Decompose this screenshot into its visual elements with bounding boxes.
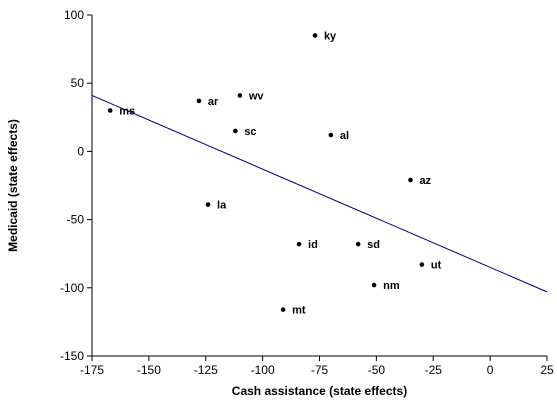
point-label-nm: nm <box>383 280 400 292</box>
x-tick-label: 0 <box>487 363 494 377</box>
data-point-sc <box>233 128 238 134</box>
data-point-nm <box>371 282 377 288</box>
points-group: ky wv ar ms sc al az la id sd ut nm mt <box>107 30 442 317</box>
fit-line-group <box>91 95 548 293</box>
point-label-ms: ms <box>119 105 135 117</box>
data-point-id <box>296 241 302 247</box>
point-label-ut: ut <box>431 260 442 272</box>
point-label-id: id <box>308 239 318 251</box>
point-label-ar: ar <box>208 96 219 108</box>
data-point-la <box>205 202 211 207</box>
y-tick-label: 50 <box>71 76 85 90</box>
point-label-az: az <box>420 175 432 187</box>
data-point-ms <box>107 108 113 113</box>
x-tick-label: -100 <box>251 363 275 377</box>
point-label-ky: ky <box>324 30 337 42</box>
data-point-ar <box>196 98 202 104</box>
data-point-sd <box>355 241 361 247</box>
y-tick-label: 0 <box>77 144 84 158</box>
data-point-ky <box>312 33 318 38</box>
point-label-la: la <box>217 200 227 212</box>
axes: -175 -150 -125 -100 -75 -50 -25 0 25100500-50-10… <box>60 8 554 377</box>
x-axis-title: Cash assistance (state effects) <box>232 384 407 398</box>
data-point-az <box>408 177 413 183</box>
x-tick-label: -75 <box>311 363 329 377</box>
x-tick-label: 25 <box>540 363 554 377</box>
x-tick-label: -25 <box>425 363 443 377</box>
x-tick-label: -50 <box>368 363 386 377</box>
x-tick-label: -175 <box>80 363 104 377</box>
point-label-al: al <box>340 130 349 142</box>
x-tick-label: -125 <box>194 363 218 377</box>
data-point-ut <box>419 262 425 267</box>
fit-line <box>91 95 548 293</box>
point-label-wv: wv <box>248 90 265 102</box>
y-tick-label: -150 <box>60 349 84 363</box>
y-tick-label: -100 <box>60 281 84 295</box>
point-label-sd: sd <box>367 239 380 251</box>
point-label-sc: sc <box>244 126 256 138</box>
data-point-wv <box>237 93 243 98</box>
point-label-mt: mt <box>292 305 306 317</box>
data-point-al <box>328 132 334 138</box>
data-point-mt <box>280 307 286 312</box>
y-tick-label: -50 <box>67 213 85 227</box>
x-tick-label: -150 <box>137 363 161 377</box>
y-tick-label: 100 <box>64 8 84 22</box>
y-axis-title: Medicaid (state effects) <box>6 119 20 252</box>
